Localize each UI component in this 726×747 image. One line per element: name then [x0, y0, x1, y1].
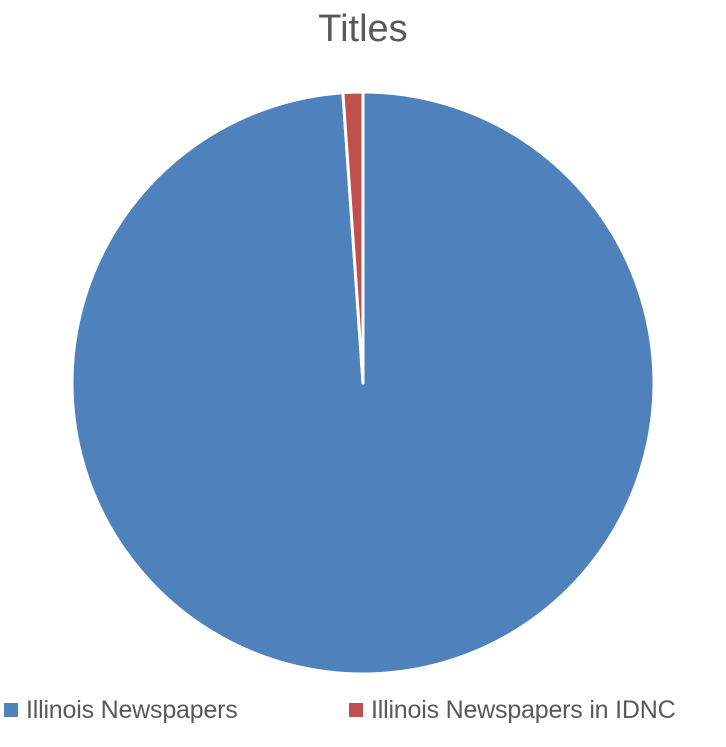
- legend-swatch-illinois-newspapers-in-idnc: [349, 703, 363, 717]
- pie-slice-illinois-newspapers-in-idnc: [341, 90, 365, 385]
- legend-label-illinois-newspapers: Illinois Newspapers: [26, 695, 238, 724]
- chart-title: Titles: [318, 8, 408, 50]
- pie-chart: [70, 90, 656, 676]
- legend-item-illinois-newspapers: Illinois Newspapers: [4, 690, 238, 730]
- legend-swatch-illinois-newspapers: [4, 703, 18, 717]
- legend-item-illinois-newspapers-in-idnc: Illinois Newspapers in IDNC: [349, 690, 676, 730]
- legend-label-illinois-newspapers-in-idnc: Illinois Newspapers in IDNC: [371, 695, 676, 724]
- chart-legend: Illinois Newspapers Illinois Newspapers …: [0, 690, 726, 730]
- pie-slices: [70, 90, 656, 676]
